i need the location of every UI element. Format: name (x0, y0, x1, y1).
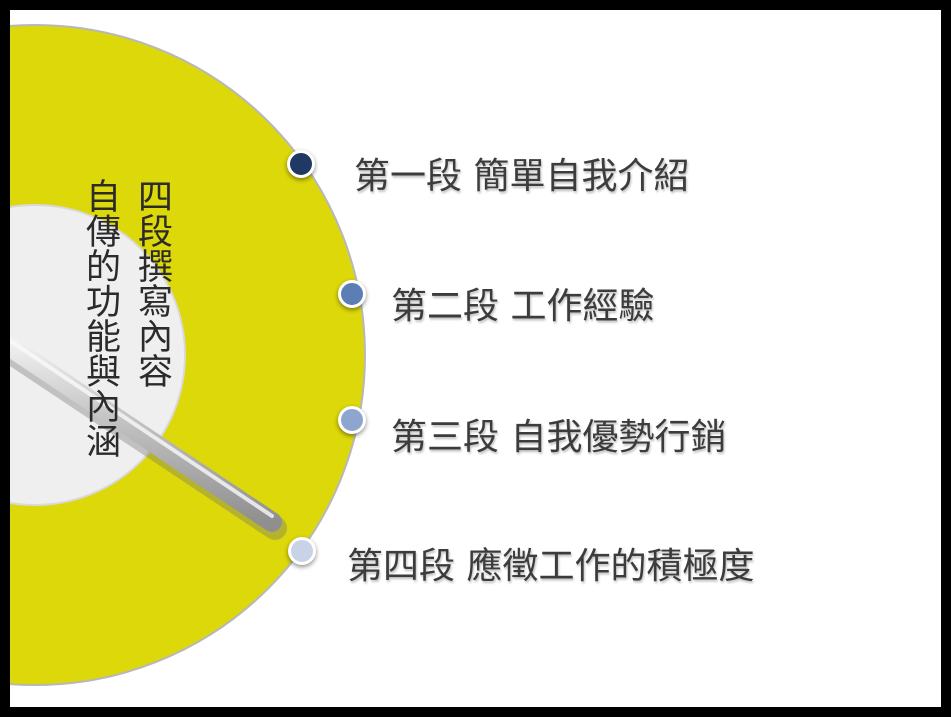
vertical-title-main: 自傳的功能與內涵 (80, 178, 120, 458)
item-label-1: 第一段 簡單自我介紹 (354, 156, 690, 197)
bullet-dot-1 (287, 150, 315, 178)
item-label-2: 第二段 工作經驗 (391, 286, 655, 327)
needle-arm-icon (10, 334, 287, 540)
bullet-dot-3 (338, 406, 366, 434)
cd-disc-graphic (10, 24, 366, 686)
bullet-dot-4 (288, 537, 316, 565)
vertical-title-sub: 四段撰寫內容 (132, 178, 172, 388)
item-label-4: 第四段 應徵工作的積極度 (347, 546, 755, 587)
bullet-dot-2 (338, 280, 366, 308)
item-label-3: 第三段 自我優勢行銷 (391, 417, 727, 458)
slide: 自傳的功能與內涵 四段撰寫內容 第一段 簡單自我介紹 第二段 工作經驗 第三段 … (10, 10, 941, 707)
